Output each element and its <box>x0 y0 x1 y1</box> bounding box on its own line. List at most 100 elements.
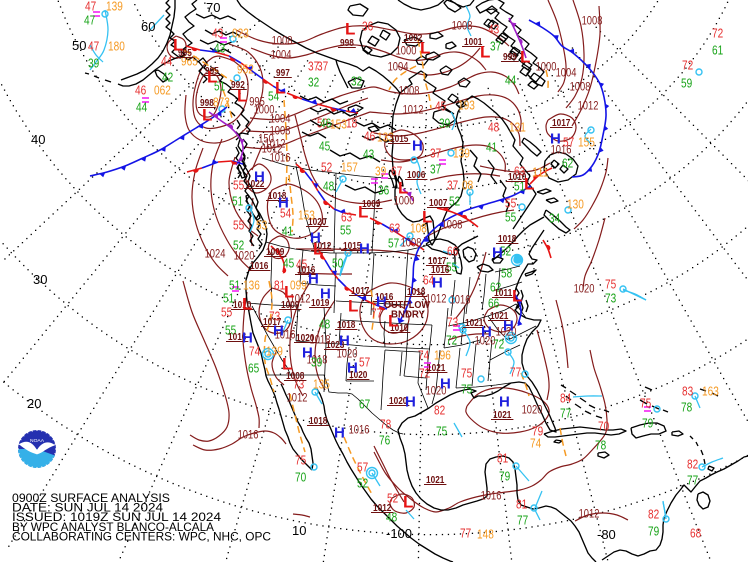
svg-text:58: 58 <box>501 267 512 281</box>
svg-text:47: 47 <box>88 40 99 54</box>
svg-text:67: 67 <box>359 398 370 412</box>
svg-text:72: 72 <box>493 338 504 352</box>
svg-text:H: H <box>273 323 284 340</box>
svg-text:L: L <box>420 39 430 58</box>
svg-text:77: 77 <box>517 514 528 528</box>
svg-text:H: H <box>254 169 265 186</box>
svg-text:57: 57 <box>563 136 574 150</box>
svg-text:1016: 1016 <box>349 425 370 437</box>
svg-text:L: L <box>480 43 490 62</box>
svg-text:48: 48 <box>323 180 334 194</box>
svg-text:L: L <box>242 295 252 314</box>
svg-text:1016: 1016 <box>238 430 259 442</box>
svg-text:H: H <box>359 241 370 258</box>
svg-text:L: L <box>313 240 323 259</box>
svg-text:L: L <box>275 79 285 98</box>
svg-text:1008: 1008 <box>399 86 420 98</box>
svg-text:139: 139 <box>106 0 123 14</box>
svg-text:1012: 1012 <box>579 509 600 521</box>
svg-text:H: H <box>440 376 451 393</box>
svg-text:148: 148 <box>477 528 494 542</box>
svg-text:H: H <box>334 425 345 442</box>
svg-text:76: 76 <box>379 434 390 448</box>
svg-text:023: 023 <box>232 27 249 41</box>
svg-text:30: 30 <box>33 272 47 287</box>
svg-text:1012: 1012 <box>287 393 308 405</box>
svg-text:74: 74 <box>418 349 429 363</box>
svg-text:75: 75 <box>640 397 651 411</box>
svg-text:72: 72 <box>682 59 693 73</box>
svg-text:57: 57 <box>388 237 399 251</box>
svg-text:157: 157 <box>341 161 358 175</box>
svg-text:H: H <box>405 394 416 411</box>
svg-text:139: 139 <box>266 345 283 359</box>
svg-text:180: 180 <box>108 40 125 54</box>
svg-text:111: 111 <box>532 166 549 180</box>
svg-text:155: 155 <box>578 136 595 150</box>
svg-text:L: L <box>202 106 212 125</box>
svg-text:L: L <box>284 283 294 302</box>
svg-text:193: 193 <box>458 99 475 113</box>
svg-text:81: 81 <box>497 452 508 466</box>
svg-text:H: H <box>492 245 503 262</box>
svg-text:139: 139 <box>453 147 470 161</box>
svg-text:52: 52 <box>321 161 332 175</box>
svg-text:1016: 1016 <box>450 295 471 307</box>
svg-text:1020: 1020 <box>522 405 543 417</box>
svg-text:51: 51 <box>232 195 243 209</box>
svg-text:37: 37 <box>430 147 441 161</box>
svg-text:08: 08 <box>462 179 473 193</box>
svg-text:79: 79 <box>642 417 653 431</box>
svg-text:1004: 1004 <box>271 50 292 62</box>
svg-text:46: 46 <box>135 84 146 98</box>
svg-text:62: 62 <box>562 157 573 171</box>
svg-text:H: H <box>339 333 350 350</box>
svg-text:59: 59 <box>681 77 692 91</box>
svg-text:48: 48 <box>319 318 330 332</box>
svg-text:1000: 1000 <box>536 62 557 74</box>
svg-text:55: 55 <box>505 211 516 225</box>
svg-text:1012: 1012 <box>403 105 424 117</box>
svg-text:65: 65 <box>248 362 259 376</box>
svg-text:75: 75 <box>461 383 472 397</box>
svg-text:36: 36 <box>378 184 389 198</box>
svg-text:37: 37 <box>447 179 458 193</box>
svg-text:H: H <box>503 318 514 335</box>
svg-text:79: 79 <box>499 470 510 484</box>
svg-text:43: 43 <box>212 27 223 41</box>
svg-text:L: L <box>237 87 247 106</box>
svg-text:H: H <box>308 271 319 288</box>
svg-text:61: 61 <box>712 44 723 58</box>
svg-text:70: 70 <box>295 471 306 485</box>
svg-text:1012: 1012 <box>265 139 286 151</box>
svg-text:50: 50 <box>332 257 343 271</box>
svg-text:81: 81 <box>516 498 527 512</box>
svg-text:-80: -80 <box>597 527 616 542</box>
svg-text:44: 44 <box>161 55 172 69</box>
svg-text:10: 10 <box>292 523 306 538</box>
svg-text:63: 63 <box>389 222 400 236</box>
svg-text:1000: 1000 <box>396 46 417 58</box>
svg-text:48: 48 <box>488 121 499 135</box>
svg-text:45: 45 <box>283 257 294 271</box>
svg-text:18: 18 <box>346 117 357 131</box>
svg-text:062: 062 <box>154 84 171 98</box>
svg-text:43: 43 <box>214 42 225 56</box>
svg-text:82: 82 <box>687 458 698 472</box>
svg-text:39: 39 <box>375 165 386 179</box>
svg-text:72: 72 <box>446 334 457 348</box>
svg-text:1000: 1000 <box>254 105 275 117</box>
svg-text:H: H <box>278 195 289 212</box>
svg-text:60: 60 <box>141 19 155 34</box>
svg-text:63: 63 <box>341 211 352 225</box>
svg-text:37: 37 <box>490 40 501 54</box>
svg-text:NOAA: NOAA <box>30 438 45 444</box>
svg-text:79: 79 <box>648 525 659 539</box>
svg-text:39: 39 <box>88 57 99 71</box>
svg-text:70: 70 <box>206 0 220 15</box>
svg-text:52: 52 <box>357 477 368 491</box>
svg-text:1008: 1008 <box>452 21 473 33</box>
svg-text:1016: 1016 <box>481 491 502 503</box>
svg-text:H: H <box>242 330 253 347</box>
svg-text:H: H <box>550 131 561 148</box>
